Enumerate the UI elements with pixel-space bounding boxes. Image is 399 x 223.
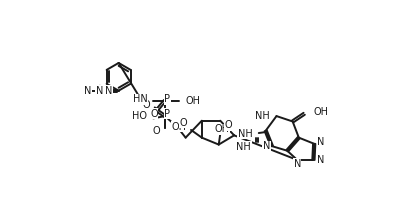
Text: OH: OH [172,122,186,132]
Text: N: N [294,159,301,169]
Text: P: P [164,94,170,104]
Text: N: N [105,86,112,96]
Text: O: O [142,100,150,110]
Text: NH: NH [255,111,270,121]
Text: NH: NH [238,129,253,139]
Text: OH: OH [186,96,201,106]
Text: N: N [317,137,325,147]
Text: O: O [152,126,160,136]
Text: NH: NH [236,142,251,152]
Text: OH: OH [214,124,229,134]
Text: O: O [180,118,187,128]
Text: O: O [150,109,158,119]
Text: HO: HO [132,111,147,121]
Text: ±: ± [97,84,102,90]
Text: N: N [316,155,324,165]
Text: N: N [84,86,91,96]
Text: OH: OH [314,107,328,117]
Text: O: O [224,120,232,130]
Text: P: P [164,109,170,119]
Text: N: N [96,86,103,96]
Text: N: N [263,141,271,151]
Text: HN: HN [133,94,148,104]
